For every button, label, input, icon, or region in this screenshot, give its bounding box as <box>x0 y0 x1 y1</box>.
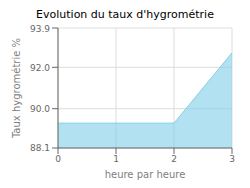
html-text:Evolution du taux d'hygrométri: Evolution du taux d'hygrométrie <box>36 8 214 21</box>
svg-text:2: 2 <box>171 154 177 164</box>
svg-text:92.0: 92.0 <box>30 63 50 73</box>
svg-text:Taux hygrométrie %: Taux hygrométrie % <box>11 38 22 139</box>
svg-text:heure par heure: heure par heure <box>105 169 186 180</box>
svg-text:1: 1 <box>113 154 119 164</box>
svg-text:3: 3 <box>229 154 235 164</box>
svg-text:0: 0 <box>55 154 61 164</box>
svg-text:88.1: 88.1 <box>30 143 50 153</box>
svg-text:93.9: 93.9 <box>30 24 50 34</box>
svg-text:90.0: 90.0 <box>30 104 50 114</box>
